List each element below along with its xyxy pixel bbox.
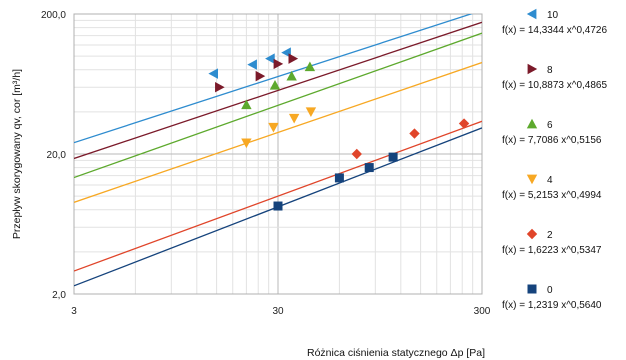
data-point-series-0 — [334, 173, 344, 183]
x-axis-ticks: 3 30 300 — [71, 306, 491, 317]
data-markers — [208, 47, 470, 211]
legend: 10 f(x) = 14,3344 x^0,4726 8 f(x) = 10,8873… — [502, 8, 607, 311]
x-tick-label: 3 — [71, 306, 77, 317]
data-point-series-8 — [273, 58, 284, 70]
legend-series-name: 8 — [547, 65, 553, 76]
data-point-series-4 — [305, 107, 317, 118]
legend-marker-6 — [526, 118, 538, 129]
data-point-series-4 — [268, 122, 279, 133]
trendline-series-2 — [74, 120, 482, 272]
legend-series-name: 2 — [547, 230, 553, 241]
data-point-series-6 — [241, 99, 252, 110]
trendline-series-8 — [74, 21, 482, 160]
y-tick-label: 200,0 — [41, 10, 66, 21]
y-axis-ticks: 2,0 20,0 200,0 — [41, 10, 66, 301]
legend-marker-8 — [527, 63, 538, 75]
data-point-series-8 — [288, 53, 299, 64]
y-tick-label: 20,0 — [47, 150, 67, 161]
data-point-series-8 — [255, 70, 266, 82]
legend-series-name: 6 — [547, 120, 553, 131]
data-point-series-6 — [269, 80, 281, 90]
data-point-series-0 — [364, 163, 374, 173]
data-point-series-10 — [281, 47, 291, 58]
data-point-series-2 — [409, 128, 420, 139]
legend-equation: f(x) = 1,6223 x^0,5347 — [502, 245, 602, 256]
plot-area — [73, 13, 483, 295]
legend-equation: f(x) = 1,2319 x^0,5640 — [502, 300, 602, 311]
legend-series-name: 0 — [547, 285, 553, 296]
legend-equation: f(x) = 10,8873 x^0,4865 — [502, 80, 607, 91]
trendline-series-4 — [74, 61, 482, 203]
legend-equation: f(x) = 7,7086 x^0,5156 — [502, 135, 602, 146]
data-point-series-10 — [247, 59, 257, 70]
x-tick-label: 30 — [272, 306, 284, 317]
data-point-series-0 — [273, 201, 283, 211]
legend-equation: f(x) = 5,2153 x^0,4994 — [502, 190, 602, 201]
data-point-series-2 — [351, 148, 362, 160]
y-axis-label: Przepływ skorygowany qv, cor [m³/h] — [11, 69, 23, 239]
data-point-series-2 — [458, 118, 470, 129]
legend-series-name: 10 — [547, 10, 559, 21]
data-point-series-4 — [241, 138, 252, 149]
y-tick-label: 2,0 — [52, 290, 66, 301]
legend-marker-4 — [526, 174, 538, 185]
data-point-series-8 — [215, 82, 225, 93]
legend-marker-0 — [527, 284, 537, 294]
x-axis-label: Różnica ciśnienia statycznego Δp [Pa] — [307, 347, 485, 359]
data-point-series-10 — [208, 68, 219, 79]
grid — [73, 13, 483, 295]
x-tick-label: 300 — [474, 306, 491, 317]
legend-series-name: 4 — [547, 175, 553, 186]
legend-marker-10 — [526, 8, 537, 20]
trendline-series-10 — [74, 14, 473, 144]
data-point-series-6 — [304, 61, 316, 72]
data-point-series-0 — [388, 152, 398, 162]
data-point-series-10 — [265, 53, 275, 64]
data-point-series-4 — [288, 113, 300, 124]
data-point-series-6 — [286, 70, 297, 81]
legend-marker-2 — [526, 228, 538, 240]
legend-equation: f(x) = 14,3344 x^0,4726 — [502, 25, 607, 36]
trendline-series-6 — [74, 32, 482, 179]
